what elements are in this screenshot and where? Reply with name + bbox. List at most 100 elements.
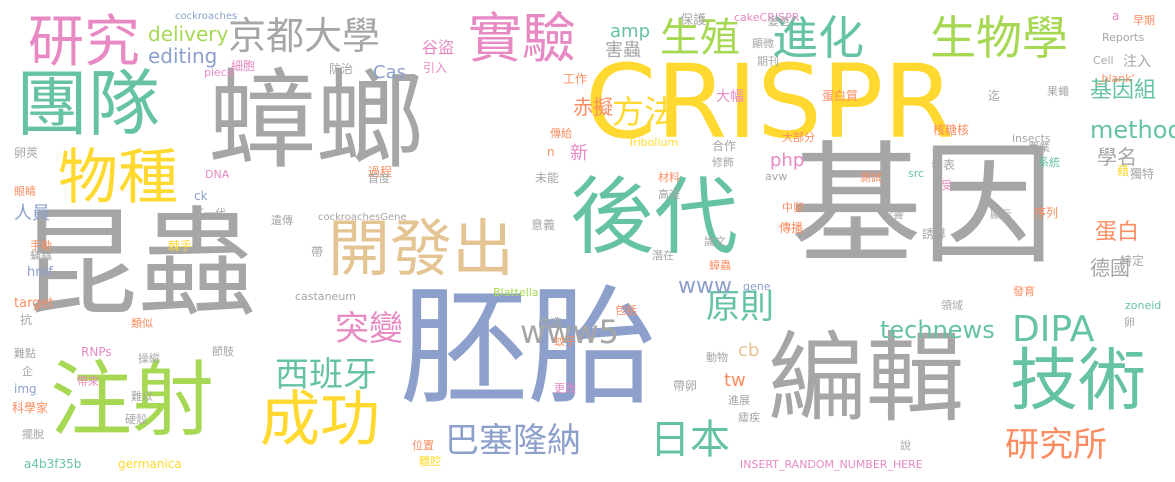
word-w142: 操縱 [138,352,160,365]
word-w38: Cas [373,62,406,83]
word-w67: target [14,296,54,311]
word-w36: delivery [148,22,229,46]
word-w98: 藉 [1117,164,1130,178]
word-w57: a4b3f35b [24,457,82,471]
word-w119: 動物 [706,351,728,364]
word-w134: 下一代 [193,207,226,220]
word-w34: 學名 [1097,145,1137,169]
word-w147: 硬殼 [125,413,147,426]
word-w6: 編輯 [768,322,965,436]
word-w37: editing [148,44,218,68]
word-w85: 蛋白質 [822,89,859,103]
word-w32: 蛋白 [1095,220,1140,245]
word-w17: 生物學 [930,11,1068,65]
word-w111: 蟑蟲 [709,259,731,272]
word-w23: 西班牙 [275,355,377,395]
word-w113: 包括 [615,304,637,317]
word-w56: germanica [118,457,182,471]
word-w42: 谷盜 [422,38,455,57]
word-w18: 生殖 [660,15,740,61]
word-w93: 大部分 [782,131,815,144]
word-w117: 改造 [538,316,563,330]
word-w109: 論文 [704,235,726,248]
word-w140: 難點 [14,347,36,360]
word-w64: _blank' [1096,72,1135,85]
word-w120: 更改 [554,382,576,395]
word-w4: 基因 [790,129,1054,283]
word-w123: 瘧疾 [738,411,760,424]
word-w121: 帶卵 [673,379,698,393]
word-w99: 受 [941,179,952,192]
word-w25: 突變 [335,309,403,349]
word-w3: 胚胎 [400,274,657,423]
word-w48: 注入 [1123,54,1151,70]
word-w92: 修飾 [712,156,734,169]
word-w26: 原則 [706,287,774,327]
word-w63: Cell [1093,54,1114,67]
word-w39: 赤擬 [573,95,613,119]
word-w72: src [908,167,925,180]
word-w43: php [770,150,805,171]
word-w78: 防治 [329,62,354,76]
word-w143: 節肢 [212,345,234,358]
word-w94: 系統 [1038,156,1060,169]
word-w95: 發表 [931,158,956,172]
word-w81: 工作 [563,72,588,86]
word-w103: 中卵 [782,201,804,214]
word-w13: 物種 [58,143,178,213]
word-w28: www5 [520,313,619,351]
word-w47: 核糖核 [933,123,970,137]
word-w106: 影響 [882,208,904,221]
word-w41: 害蟲 [605,40,641,61]
word-w145: 難以 [131,390,153,403]
word-w139: 類似 [131,317,153,330]
word-w136: 蟎蟲 [30,249,52,262]
word-w2: 昆蟲 [20,195,257,333]
word-w22: 巴塞隆納 [445,421,581,461]
word-w97: 獨特 [1130,167,1155,181]
word-w52: insects [1012,132,1051,145]
word-w96: 測試 [860,171,882,184]
word-w118: 蚊子 [554,335,576,348]
word-w115: 卵 [1124,316,1135,329]
word-w102: 未能 [535,171,560,185]
word-w101: 高達 [658,188,680,201]
word-w87: 迄 [988,89,1001,103]
word-w130: 首度 [368,172,390,185]
word-w55: castaneum [295,290,356,303]
word-w104: 顯示 [990,208,1012,221]
word-w133: 眼睛 [14,185,36,198]
word-w124: 說 [900,439,911,452]
word-w44: tw [724,370,746,391]
word-w70: DNA [205,168,230,181]
word-w122: 進展 [728,394,750,407]
word-w50: 大幅 [716,89,744,105]
word-w12: 成功 [260,385,380,455]
word-w76: a [1112,9,1120,23]
word-w79: 細胞 [231,59,256,73]
word-w27: 方法 [612,93,677,131]
word-w24: 研究所 [1005,425,1107,465]
word-w91: 合作 [712,139,737,153]
word-w65: piece [204,66,234,79]
word-w9: 團隊 [16,62,161,146]
word-w40: amp [610,21,650,42]
word-w14: 研究 [28,10,140,75]
word-w126: 體腔 [419,455,441,468]
word-w77: 保護 [680,13,707,28]
word-w86: 早期 [1133,14,1155,27]
word-w129: 過程 [368,165,393,179]
word-w110: 潛在 [652,249,674,262]
word-w54: Blattella [493,286,539,299]
word-w132: 卵莢 [14,146,39,160]
word-w66: href [27,265,53,280]
word-w108: 誘導 [922,227,947,241]
word-w135: 手動 [30,239,52,252]
word-w116: 領域 [941,299,963,312]
word-w45: cb [738,340,760,361]
word-w112: 特定 [1120,254,1145,268]
word-w131: 意義 [531,218,556,232]
word-w127: 帶 [311,245,324,259]
word-w75: n [547,145,555,159]
word-w1: 蟑螂 [208,59,425,184]
